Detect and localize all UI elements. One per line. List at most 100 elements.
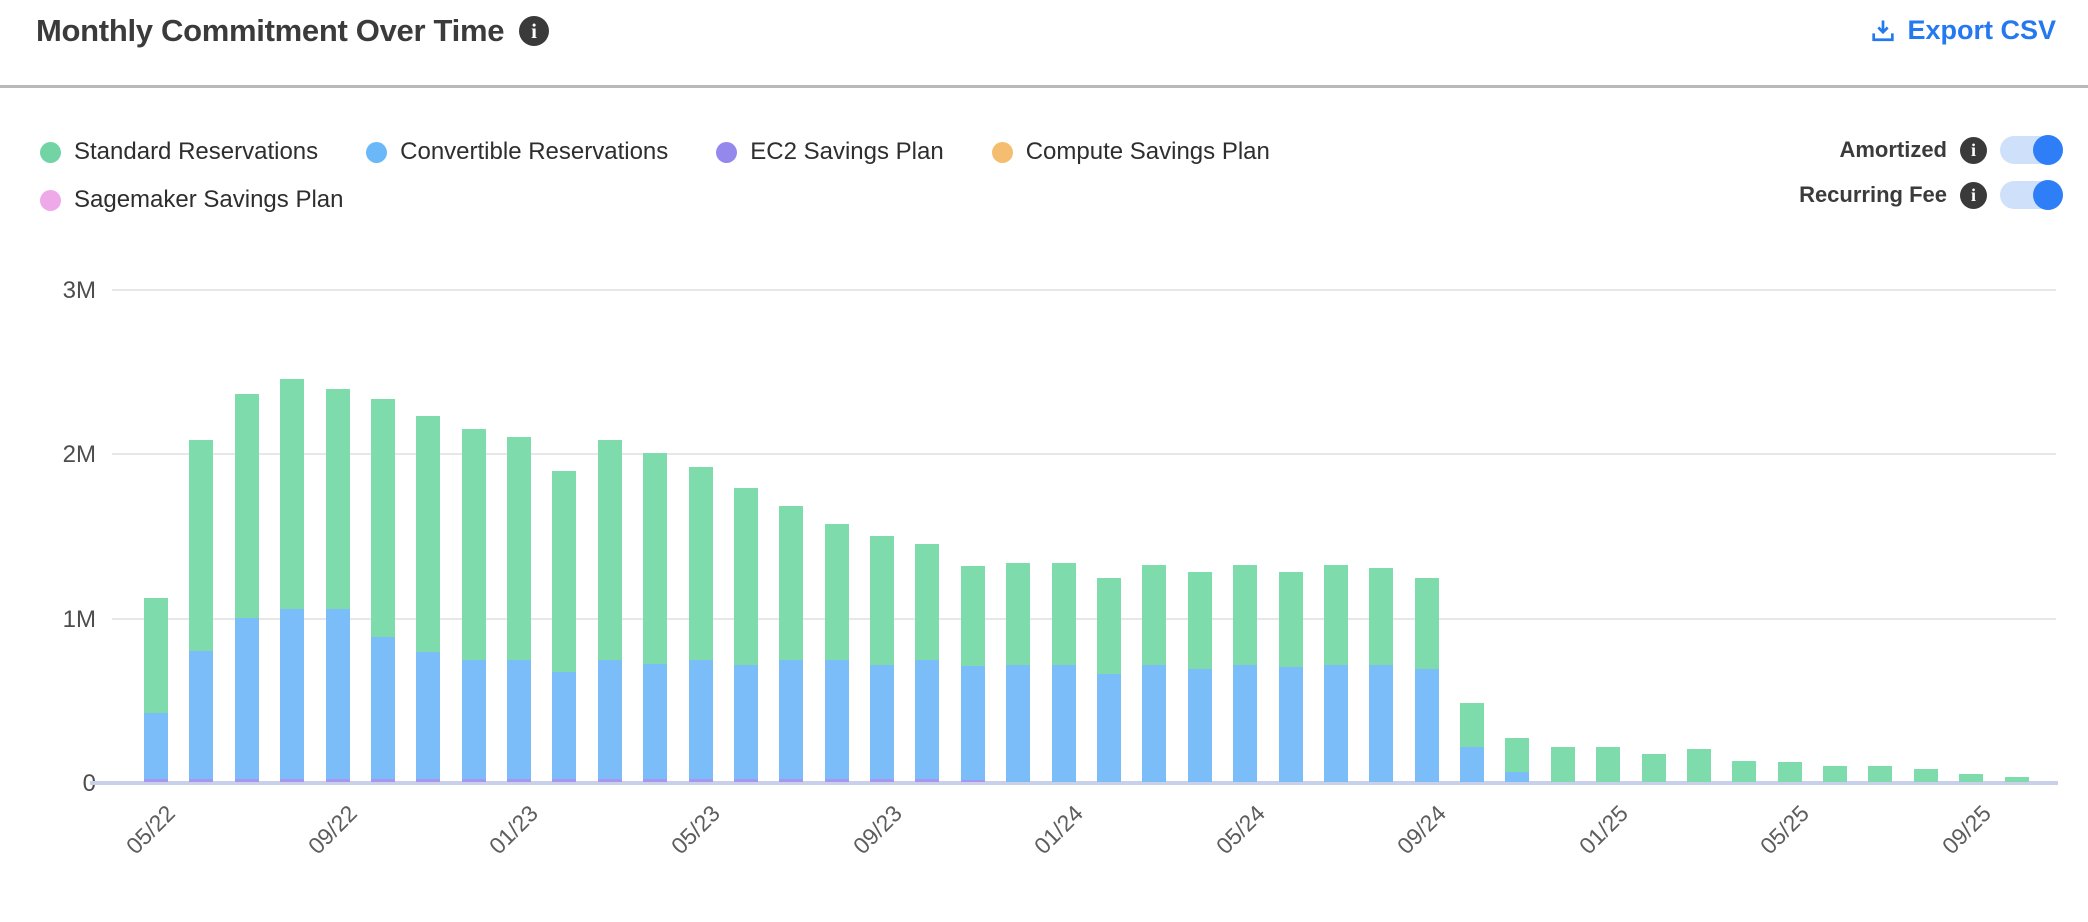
bar-segment[interactable]	[1051, 563, 1076, 666]
bar-segment[interactable]	[1732, 760, 1757, 782]
bar-segment[interactable]	[688, 466, 713, 661]
bar-segment[interactable]	[915, 660, 940, 779]
export-csv-button[interactable]: Export CSV	[1869, 15, 2056, 46]
bar-segment[interactable]	[870, 665, 895, 779]
bar-segment[interactable]	[189, 650, 214, 779]
bar-segment[interactable]	[370, 637, 395, 779]
bar-segment[interactable]	[733, 665, 758, 779]
recurring-fee-toggle-switch[interactable]	[2000, 180, 2063, 210]
bar-segment[interactable]	[1187, 571, 1212, 669]
bar-segment[interactable]	[1006, 665, 1031, 782]
bar-segment[interactable]	[1051, 665, 1076, 782]
title-info-icon[interactable]: i	[519, 16, 549, 46]
bar-segment[interactable]	[960, 666, 985, 780]
bar-segment[interactable]	[1414, 578, 1439, 669]
bar-segment[interactable]	[461, 660, 486, 779]
legend-item[interactable]: Convertible Reservations	[366, 138, 668, 166]
bar-segment[interactable]	[1777, 762, 1802, 782]
bar-segment[interactable]	[915, 543, 940, 661]
bar-segment[interactable]	[870, 535, 895, 666]
bar-segment[interactable]	[779, 778, 804, 782]
bar-segment[interactable]	[1913, 768, 1938, 782]
bar-segment[interactable]	[1550, 747, 1575, 782]
bar-segment[interactable]	[643, 453, 668, 664]
bar-segment[interactable]	[824, 778, 849, 782]
bar-segment[interactable]	[1369, 665, 1394, 782]
bar-segment[interactable]	[960, 779, 985, 782]
bar-segment[interactable]	[1460, 703, 1485, 748]
bar-segment[interactable]	[1505, 737, 1530, 773]
bar-segment[interactable]	[733, 487, 758, 666]
bar-segment[interactable]	[1823, 765, 1848, 782]
legend-item[interactable]: EC2 Savings Plan	[716, 138, 944, 166]
bar-segment[interactable]	[1142, 665, 1167, 782]
bar-segment[interactable]	[1686, 749, 1711, 782]
bar-segment[interactable]	[779, 660, 804, 779]
bar-segment[interactable]	[1505, 772, 1530, 782]
bar-segment[interactable]	[1323, 565, 1348, 666]
bar-segment[interactable]	[733, 778, 758, 782]
bar-segment[interactable]	[189, 778, 214, 782]
bar-segment[interactable]	[1596, 747, 1621, 782]
bar-segment[interactable]	[507, 436, 532, 661]
bar-segment[interactable]	[1369, 568, 1394, 666]
bar-segment[interactable]	[1096, 578, 1121, 674]
bar-segment[interactable]	[1006, 563, 1031, 666]
bar-segment[interactable]	[552, 671, 577, 779]
bar-segment[interactable]	[1142, 565, 1167, 666]
bar-segment[interactable]	[1323, 665, 1348, 782]
bar-segment[interactable]	[552, 471, 577, 672]
bar-segment[interactable]	[461, 428, 486, 661]
bar-segment[interactable]	[1460, 747, 1485, 782]
bar-segment[interactable]	[1278, 571, 1303, 667]
bar-segment[interactable]	[234, 778, 259, 782]
legend-item[interactable]: Sagemaker Savings Plan	[40, 186, 343, 214]
bar-segment[interactable]	[1233, 565, 1258, 666]
bar-segment[interactable]	[643, 663, 668, 779]
bar-segment[interactable]	[1868, 765, 1893, 782]
bar-segment[interactable]	[597, 660, 622, 779]
bar-segment[interactable]	[915, 778, 940, 782]
bar-segment[interactable]	[824, 524, 849, 661]
bar-segment[interactable]	[1959, 773, 1984, 782]
bar-segment[interactable]	[779, 505, 804, 661]
bar-segment[interactable]	[370, 778, 395, 782]
bar-segment[interactable]	[144, 597, 168, 713]
amortized-toggle-switch[interactable]	[2000, 135, 2063, 165]
bar-segment[interactable]	[189, 440, 214, 651]
bar-segment[interactable]	[1187, 668, 1212, 782]
bar-segment[interactable]	[461, 778, 486, 782]
bar-segment[interactable]	[507, 778, 532, 782]
bar-segment[interactable]	[280, 609, 305, 779]
bar-segment[interactable]	[1278, 666, 1303, 782]
bar-segment[interactable]	[325, 609, 350, 779]
legend-item[interactable]: Compute Savings Plan	[991, 138, 1270, 166]
bar-segment[interactable]	[960, 565, 985, 667]
amortized-info-icon[interactable]: i	[1960, 136, 1987, 164]
bar-segment[interactable]	[688, 778, 713, 782]
bar-segment[interactable]	[416, 652, 441, 779]
bar-segment[interactable]	[643, 778, 668, 782]
bar-segment[interactable]	[552, 778, 577, 782]
bar-segment[interactable]	[1414, 668, 1439, 782]
bar-segment[interactable]	[416, 778, 441, 782]
bar-segment[interactable]	[370, 399, 395, 638]
bar-segment[interactable]	[416, 415, 441, 653]
bar-segment[interactable]	[234, 617, 259, 779]
bar-segment[interactable]	[1641, 754, 1666, 782]
bar-segment[interactable]	[234, 394, 259, 618]
bar-segment[interactable]	[507, 660, 532, 779]
recurring-fee-info-icon[interactable]: i	[1960, 181, 1987, 209]
legend-item[interactable]: Standard Reservations	[40, 138, 318, 166]
bar-segment[interactable]	[870, 778, 895, 782]
bar-segment[interactable]	[325, 778, 350, 782]
bar-segment[interactable]	[1233, 665, 1258, 782]
bar-segment[interactable]	[325, 389, 350, 610]
bar-segment[interactable]	[144, 778, 168, 782]
bar-segment[interactable]	[1096, 673, 1121, 782]
bar-segment[interactable]	[280, 379, 305, 610]
bar-segment[interactable]	[280, 778, 305, 782]
bar-segment[interactable]	[2004, 777, 2029, 782]
bar-segment[interactable]	[597, 440, 622, 661]
bar-segment[interactable]	[144, 712, 168, 779]
